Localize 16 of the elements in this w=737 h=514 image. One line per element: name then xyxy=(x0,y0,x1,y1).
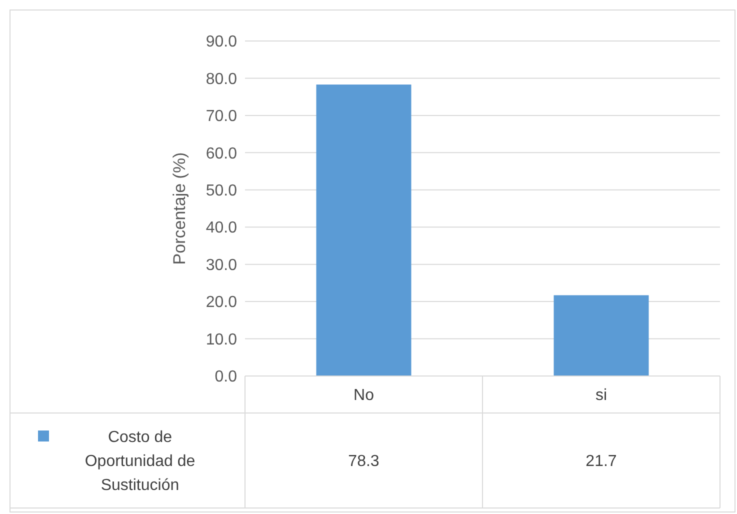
y-tick-label: 10.0 xyxy=(206,331,238,348)
y-tick-label: 0.0 xyxy=(214,368,238,386)
x-tick-label: No xyxy=(354,387,374,404)
y-tick-label: 90.0 xyxy=(206,34,238,51)
data-label: 78.3 xyxy=(348,453,380,470)
data-label: 21.7 xyxy=(586,453,617,470)
y-tick-label: 20.0 xyxy=(206,294,238,312)
x-tick-label: si xyxy=(595,387,608,404)
y-tick-label: 80.0 xyxy=(206,70,238,88)
y-tick-label: 40.0 xyxy=(206,220,238,237)
y-tick-label: 60.0 xyxy=(206,145,238,162)
y-axis-title: Porcentaje (%) xyxy=(170,152,189,265)
text: Costo de Oportunidad de Sustitución xyxy=(84,429,196,494)
y-tick-label: 30.0 xyxy=(206,256,238,274)
y-tick-label: 70.0 xyxy=(206,108,238,126)
y-tick-label: 50.0 xyxy=(206,182,238,200)
